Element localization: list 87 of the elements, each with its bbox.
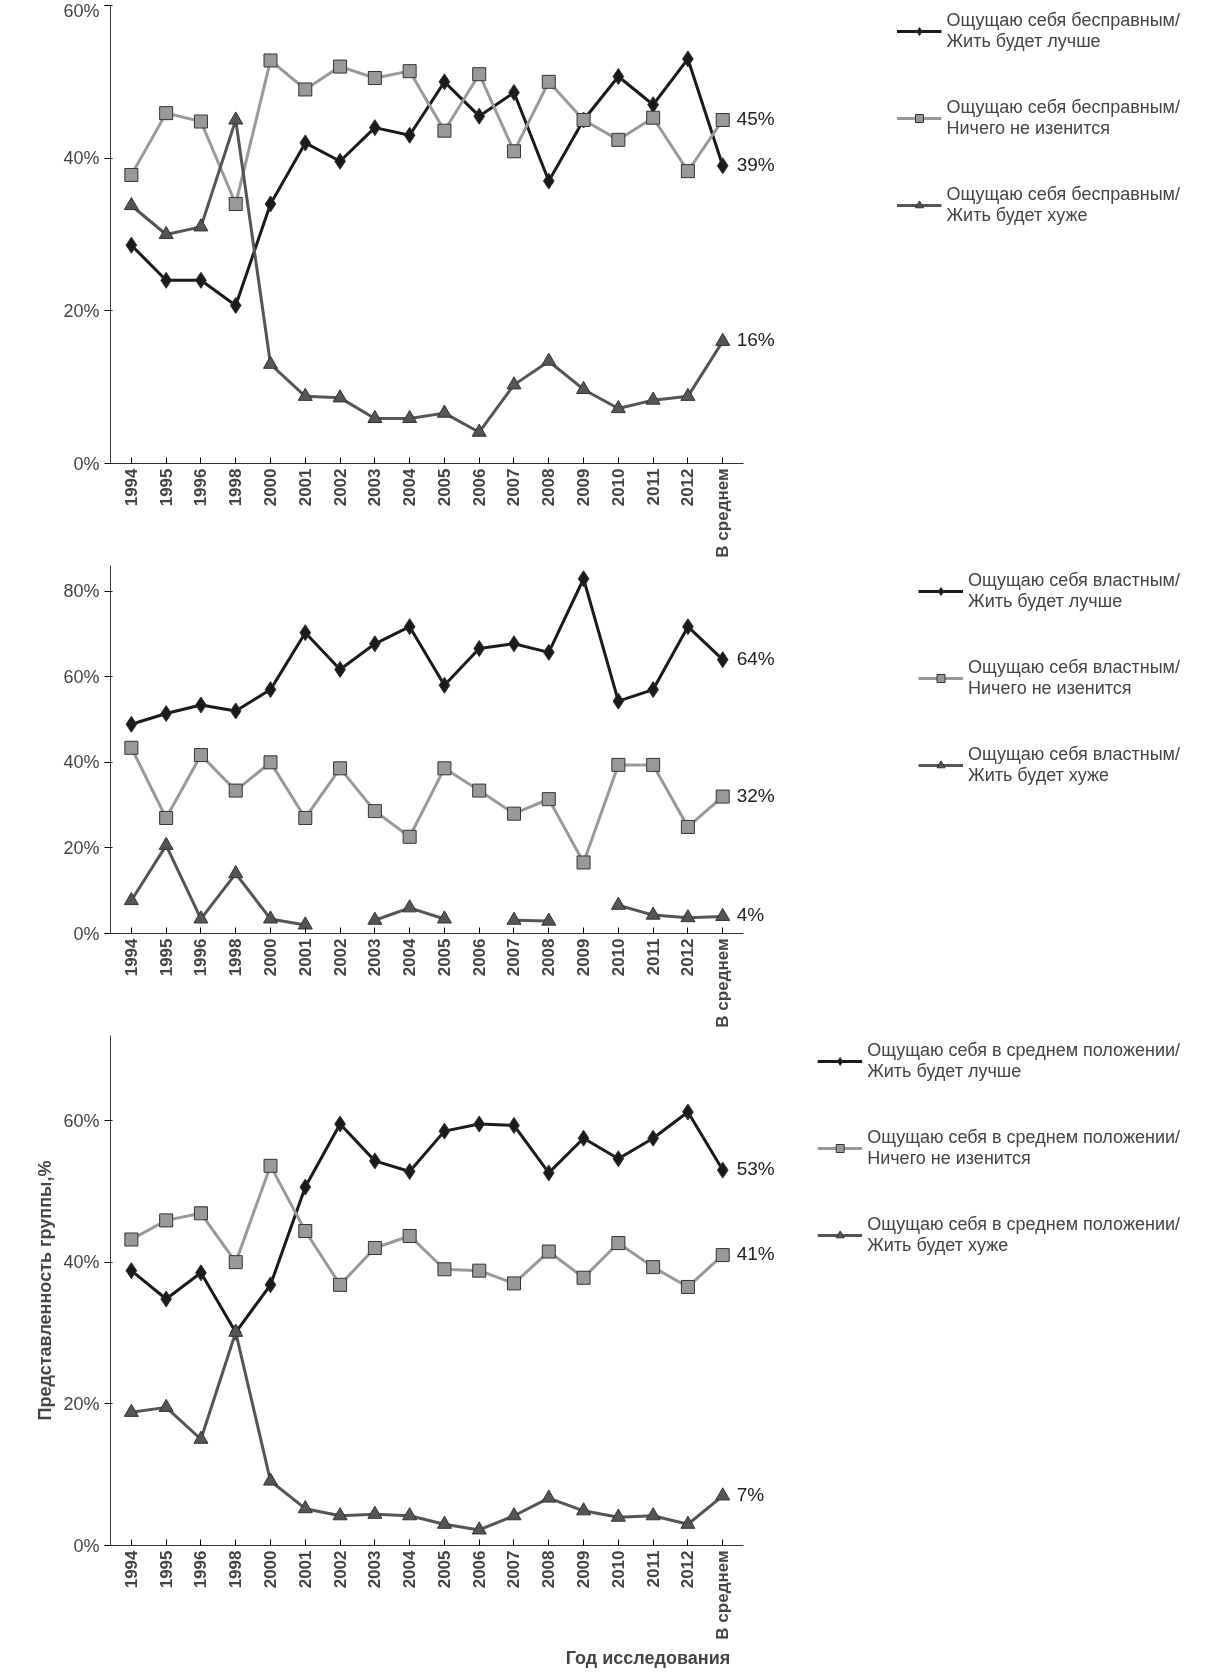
y-tick-label: 80% xyxy=(63,581,100,602)
legend-label: Ощущаю себя властным/ Жить будет хуже xyxy=(968,744,1180,786)
x-tick-label: 1998 xyxy=(226,1550,246,1589)
y-tick-label: 0% xyxy=(73,1535,100,1556)
x-tick-label: 1995 xyxy=(156,468,176,507)
x-tick-label: 2010 xyxy=(608,1550,628,1589)
data-label: 16% xyxy=(736,329,775,351)
legend-label: Ощущаю себя в среднем положении/ Жить будет хуже xyxy=(867,1214,1180,1256)
data-label: 4% xyxy=(736,904,765,926)
x-tick-label: 1995 xyxy=(156,938,176,977)
x-tick-label: 2004 xyxy=(400,937,420,977)
y-tick-label: 60% xyxy=(63,0,100,21)
x-tick-label: 2012 xyxy=(678,1550,698,1589)
x-tick-label: 2002 xyxy=(330,1550,350,1589)
x-tick-label: 2006 xyxy=(469,938,489,977)
x-tick-label: 2009 xyxy=(574,468,594,507)
data-label: 41% xyxy=(736,1243,775,1265)
x-tick-label: 2012 xyxy=(678,468,698,507)
legend-label: Ощущаю себя бесправным/ Жить будет лучше xyxy=(946,10,1180,52)
legend-label: Ощущаю себя бесправным/ Жить будет хуже xyxy=(946,184,1180,226)
x-tick-label: 2000 xyxy=(261,938,281,977)
x-tick-label: В среднем xyxy=(713,938,733,1028)
x-tick-label: 2001 xyxy=(295,468,315,507)
data-label: 45% xyxy=(736,108,775,129)
x-tick-label: 2011 xyxy=(643,1550,663,1588)
x-tick-label: 1996 xyxy=(191,1550,211,1589)
x-tick-label: 2005 xyxy=(434,938,454,977)
x-tick-label: 2002 xyxy=(330,468,350,507)
x-tick-label: 2011 xyxy=(643,468,663,506)
x-tick-label: 1995 xyxy=(156,1550,176,1589)
x-tick-label: В среднем xyxy=(713,1550,733,1640)
x-tick-label: 2002 xyxy=(330,938,350,977)
x-tick-label: 1996 xyxy=(191,468,211,507)
x-tick-label: 2010 xyxy=(608,468,628,507)
x-tick-label: 2011 xyxy=(643,938,663,976)
x-tick-label: 2009 xyxy=(574,938,594,977)
x-tick-label: 2009 xyxy=(574,1550,594,1589)
legend-label: Ощущаю себя в среднем положении/ Ничего не изенится xyxy=(867,1127,1180,1169)
x-tick-label: 2000 xyxy=(261,1550,281,1589)
x-tick-label: 2004 xyxy=(400,1549,420,1589)
x-tick-label: 1994 xyxy=(121,1549,141,1589)
x-tick-label: 2008 xyxy=(539,1550,559,1589)
x-tick-label: 2007 xyxy=(504,938,524,977)
x-tick-label: 2003 xyxy=(365,1550,385,1589)
data-label: 53% xyxy=(736,1158,775,1180)
y-tick-label: 0% xyxy=(73,923,100,944)
x-tick-label: 1994 xyxy=(121,937,141,977)
x-tick-label: 2004 xyxy=(400,467,420,507)
y-tick-label: 60% xyxy=(63,666,100,687)
y-tick-label: 0% xyxy=(73,453,100,474)
data-label: 7% xyxy=(736,1483,765,1505)
y-tick-label: 20% xyxy=(63,837,100,858)
x-tick-label: 1998 xyxy=(226,468,246,507)
x-tick-label: 2012 xyxy=(678,938,698,977)
y-tick-label: 40% xyxy=(63,148,100,169)
legend-label: Ощущаю себя властным/ Жить будет лучше xyxy=(968,570,1180,612)
legend-label: Ощущаю себя в среднем положении/ Жить будет лучше xyxy=(867,1040,1180,1082)
x-tick-label: 2003 xyxy=(365,938,385,977)
legend-label: Ощущаю себя бесправным/ Ничего не изенится xyxy=(946,97,1180,139)
y-tick-label: 40% xyxy=(63,1252,100,1273)
data-label: 64% xyxy=(736,647,775,669)
y-tick-label: 20% xyxy=(63,300,100,321)
data-label: 39% xyxy=(736,153,775,175)
x-tick-label: 2006 xyxy=(469,468,489,507)
x-tick-label: 1998 xyxy=(226,938,246,977)
y-tick-label: 20% xyxy=(63,1393,100,1414)
x-tick-label: 1994 xyxy=(121,467,141,507)
x-tick-label: В среднем xyxy=(713,468,733,558)
x-axis-title: Год исследования xyxy=(565,1647,731,1668)
x-tick-label: 2007 xyxy=(504,468,524,507)
x-tick-label: 2007 xyxy=(504,1550,524,1589)
x-tick-label: 2000 xyxy=(261,468,281,507)
legend-label: Ощущаю себя властным/ Ничего не изенится xyxy=(968,657,1180,699)
x-tick-label: 2001 xyxy=(295,938,315,977)
y-tick-label: 60% xyxy=(63,1110,100,1131)
data-label: 32% xyxy=(736,784,775,806)
x-tick-label: 2010 xyxy=(608,938,628,977)
x-tick-label: 2005 xyxy=(434,468,454,507)
y-tick-label: 40% xyxy=(63,752,100,773)
x-tick-label: 1996 xyxy=(191,938,211,977)
x-tick-label: 2006 xyxy=(469,1550,489,1589)
x-tick-label: 2003 xyxy=(365,468,385,507)
x-tick-label: 2008 xyxy=(539,468,559,507)
y-axis-title: Представленность группы,% xyxy=(35,1160,56,1421)
x-tick-label: 2008 xyxy=(539,938,559,977)
x-tick-label: 2005 xyxy=(434,1550,454,1589)
x-tick-label: 2001 xyxy=(295,1550,315,1589)
